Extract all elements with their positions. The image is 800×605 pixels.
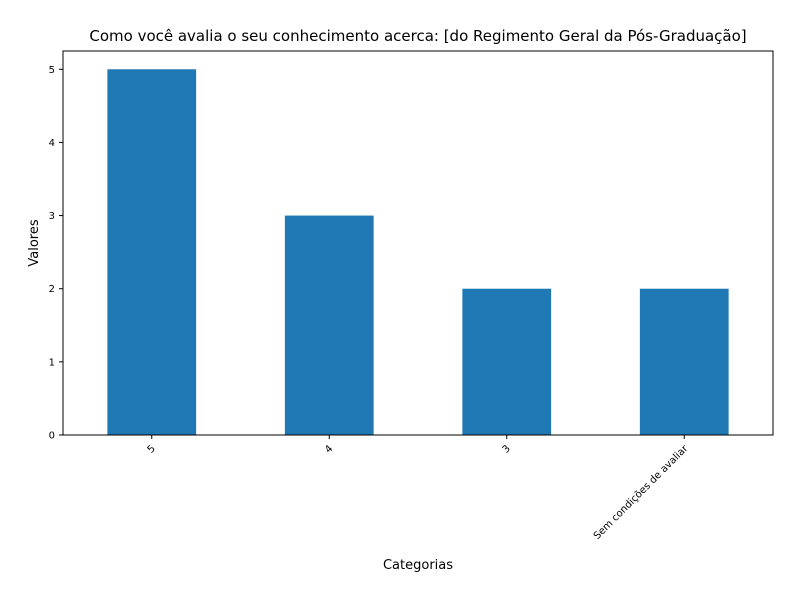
bar-4 <box>284 215 374 435</box>
x-axis-label: Categorias <box>383 558 453 573</box>
bar-sem-condi-es-de-avaliar <box>639 288 729 435</box>
y-axis-label: Valores <box>27 219 42 266</box>
y-tick-label: 2 <box>49 284 55 295</box>
x-tick-label: 3 <box>501 443 513 455</box>
y-tick-label: 4 <box>49 138 55 149</box>
chart-title: Como você avalia o seu conhecimento acer… <box>89 27 746 45</box>
y-tick-label: 5 <box>49 65 55 76</box>
bar-3 <box>462 288 552 435</box>
plot-frame <box>62 50 774 436</box>
bar-5 <box>107 69 197 436</box>
x-tick-label: Sem condições de avaliar <box>592 443 691 542</box>
plot-area: 0 1 2 3 4 5 5 4 3 Sem condições de avaliar <box>49 50 774 542</box>
y-tick-label: 0 <box>49 431 55 442</box>
x-tick-label: 5 <box>146 443 158 455</box>
y-tick-label: 3 <box>49 211 55 222</box>
x-tick-label: 4 <box>323 443 335 455</box>
y-tick-label: 1 <box>49 357 55 368</box>
